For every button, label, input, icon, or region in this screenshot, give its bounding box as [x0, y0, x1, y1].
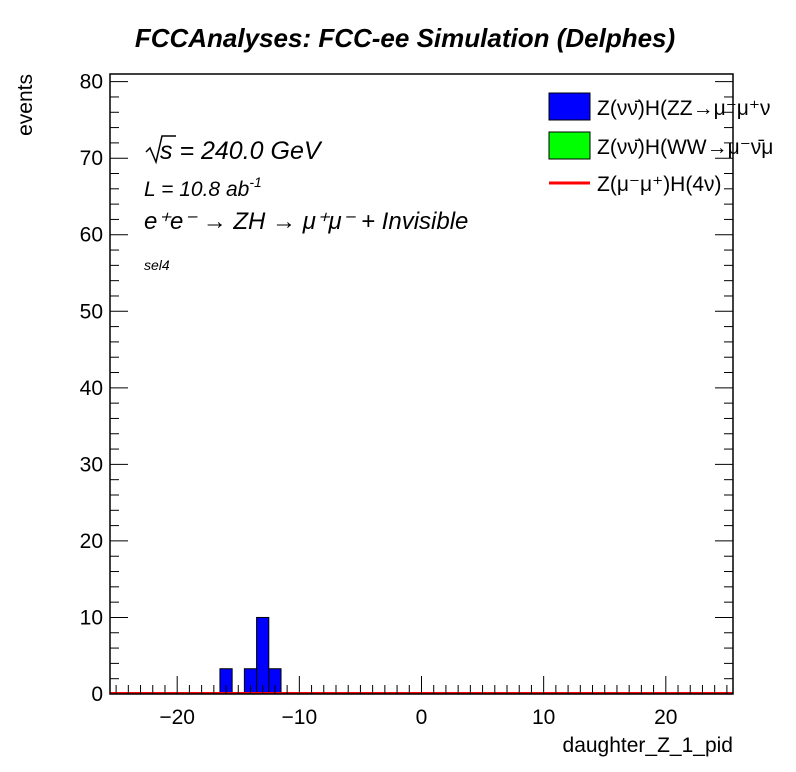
process-annotation: e⁺e⁻ → ZH → μ⁺μ⁻ + Invisible: [144, 208, 468, 235]
legend-entry: Z(νν̄)H(WW→μ⁻ν̄μ: [548, 131, 773, 160]
x-tick-label: 0: [416, 706, 428, 729]
luminosity-annotation: L = 10.8 ab-1: [144, 174, 262, 201]
x-tick-label: 10: [532, 706, 555, 729]
sqrt-s-annotation: s = 240.0 GeV: [145, 135, 323, 165]
y-tick-label: 20: [80, 530, 103, 553]
selection-annotation: sel4: [144, 257, 170, 273]
x-tick-label: −20: [159, 706, 195, 729]
y-tick-label: 70: [80, 147, 103, 170]
y-tick-label: 60: [80, 224, 103, 247]
sqrt-sign-icon: [145, 135, 176, 165]
legend-label: Z(νν̄)H(WW→μ⁻ν̄μ: [597, 136, 773, 159]
x-tick-label: 20: [654, 706, 677, 729]
plot-frame: [109, 73, 734, 695]
y-axis-title: events: [14, 74, 37, 136]
y-tick-label: 50: [80, 300, 103, 323]
luminosity-text: L = 10.8 ab: [144, 178, 250, 201]
legend-swatch: [548, 131, 591, 160]
legend: Z(νν̄)H(ZZ→μ⁻μ⁺ν Z(νν̄)H(WW→μ⁻ν̄μ Z(μ⁻μ⁺)H…: [548, 92, 773, 196]
luminosity-exponent: -1: [249, 174, 261, 190]
histogram-bar: [256, 616, 270, 695]
legend-entry: Z(μ⁻μ⁺)H(4ν): [549, 173, 722, 196]
y-tick-label: 80: [80, 71, 103, 94]
legend-swatch: [548, 92, 591, 121]
legend-entry: Z(νν̄)H(ZZ→μ⁻μ⁺ν: [548, 92, 771, 121]
legend-label: Z(μ⁻μ⁺)H(4ν): [597, 173, 722, 196]
axis-ticks: −20 −10 0 10 20 0 10 20 30 40 50 60 70 80: [80, 71, 733, 729]
y-tick-label: 30: [80, 453, 103, 476]
chart-title: FCCAnalyses: FCC-ee Simulation (Delphes): [135, 23, 675, 53]
y-tick-label: 40: [80, 377, 103, 400]
y-tick-label: 0: [91, 683, 103, 706]
x-tick-label: −10: [282, 706, 318, 729]
x-axis-title: daughter_Z_1_pid: [563, 734, 733, 757]
y-tick-label: 10: [80, 606, 103, 629]
sqrt-s-text: s = 240.0 GeV: [160, 137, 323, 165]
legend-label: Z(νν̄)H(ZZ→μ⁻μ⁺ν: [597, 97, 771, 120]
